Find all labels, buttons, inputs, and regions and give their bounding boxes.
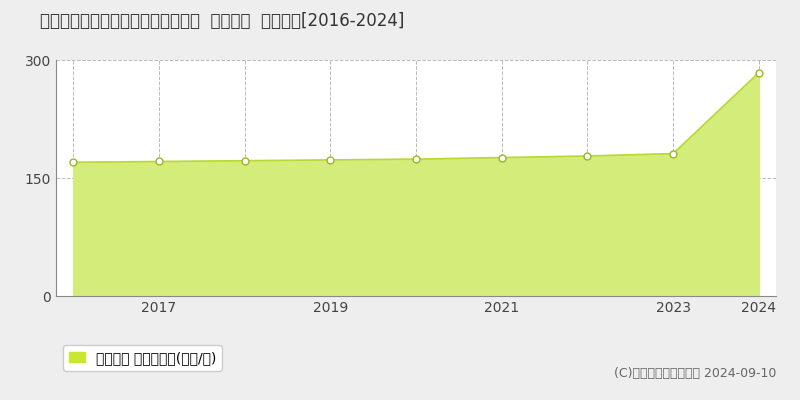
Point bbox=[66, 159, 79, 166]
Point bbox=[410, 156, 422, 162]
Text: (C)土地価格ドットコム 2024-09-10: (C)土地価格ドットコム 2024-09-10 bbox=[614, 367, 776, 380]
Point bbox=[153, 158, 166, 165]
Point bbox=[495, 154, 508, 161]
Legend: 地価公示 平均坪単価(万円/坪): 地価公示 平均坪単価(万円/坪) bbox=[63, 346, 222, 370]
Point bbox=[238, 158, 251, 164]
Point bbox=[324, 157, 337, 163]
Point bbox=[581, 153, 594, 159]
Point bbox=[666, 150, 679, 157]
Text: 兵庫県尼崎市潮江１丁目８１４番外  地価公示  地価推移[2016-2024]: 兵庫県尼崎市潮江１丁目８１４番外 地価公示 地価推移[2016-2024] bbox=[40, 12, 404, 30]
Point bbox=[753, 69, 766, 76]
